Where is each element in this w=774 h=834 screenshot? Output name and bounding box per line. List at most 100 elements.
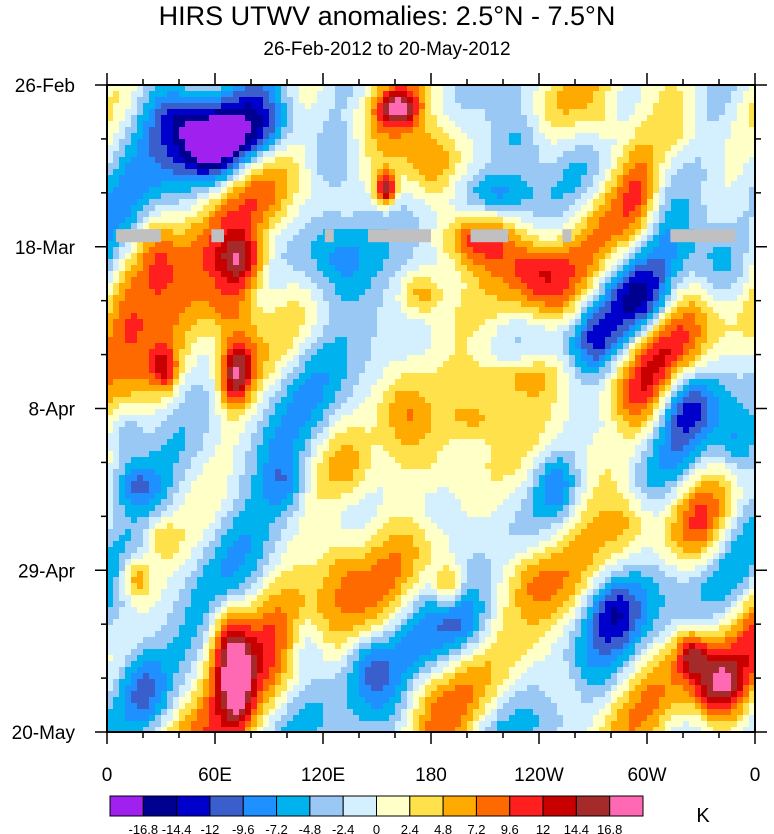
heat-cell	[455, 319, 462, 326]
heat-cell	[311, 301, 318, 308]
heat-cell	[491, 217, 498, 224]
heat-cell	[383, 187, 390, 194]
heat-cell	[617, 331, 624, 338]
heat-cell	[131, 337, 138, 344]
heat-cell	[425, 181, 432, 188]
heat-cell	[419, 97, 426, 104]
heat-cell	[359, 151, 366, 158]
heat-cell	[593, 349, 600, 356]
heat-cell	[185, 355, 192, 362]
heat-cell	[485, 331, 492, 338]
heat-cell	[413, 133, 420, 140]
heat-cell	[227, 277, 234, 284]
heat-cell	[557, 193, 564, 200]
heat-cell	[521, 277, 528, 284]
heat-cell	[341, 109, 348, 116]
heat-cell	[593, 133, 600, 140]
heat-cell	[479, 97, 486, 104]
heat-cell	[197, 199, 204, 206]
heat-cell	[527, 163, 534, 170]
heat-cell	[689, 283, 696, 290]
heat-cell	[305, 223, 312, 230]
heat-cell	[119, 265, 126, 272]
heat-cell	[119, 289, 126, 296]
heat-cell	[743, 259, 750, 266]
heat-cell	[647, 301, 654, 308]
heat-cell	[257, 259, 264, 266]
heat-cell	[305, 121, 312, 128]
heat-cell	[359, 241, 366, 248]
heat-cell	[431, 259, 438, 266]
heat-cell	[611, 169, 618, 176]
heat-cell	[731, 193, 738, 200]
heat-cell	[107, 235, 114, 242]
heat-cell	[497, 157, 504, 164]
heat-cell	[533, 355, 540, 362]
heat-cell	[221, 163, 228, 170]
heat-cell	[635, 181, 642, 188]
heat-cell	[593, 181, 600, 188]
heat-cell	[185, 151, 192, 158]
heat-cell	[653, 127, 660, 134]
heat-cell	[263, 325, 270, 332]
heat-cell	[653, 295, 660, 302]
heat-cell	[551, 277, 558, 284]
heat-cell	[443, 325, 450, 332]
heat-cell	[233, 271, 240, 278]
heat-cell	[191, 157, 198, 164]
heat-cell	[479, 355, 486, 362]
heat-cell	[467, 301, 474, 308]
heat-cell	[419, 127, 426, 134]
heat-cell	[539, 337, 546, 344]
heat-cell	[653, 313, 660, 320]
heat-cell	[419, 331, 426, 338]
heat-cell	[749, 337, 756, 344]
heat-cell	[629, 157, 636, 164]
heat-cell	[503, 85, 510, 92]
heat-cell	[461, 271, 468, 278]
heat-cell	[743, 211, 750, 218]
heat-cell	[257, 307, 264, 314]
heat-cell	[281, 331, 288, 338]
heat-cell	[497, 241, 504, 248]
heat-cell	[323, 175, 330, 182]
heat-cell	[473, 343, 480, 350]
heat-cell	[677, 277, 684, 284]
heat-cell	[305, 265, 312, 272]
heat-cell	[431, 121, 438, 128]
heat-cell	[227, 331, 234, 338]
heat-cell	[227, 163, 234, 170]
heat-cell	[749, 247, 756, 254]
heat-cell	[437, 283, 444, 290]
heat-cell	[443, 283, 450, 290]
heat-cell	[479, 217, 486, 224]
heat-cell	[191, 127, 198, 134]
heat-cell	[239, 205, 246, 212]
heat-cell	[665, 163, 672, 170]
heat-cell	[359, 277, 366, 284]
heat-cell	[719, 157, 726, 164]
heat-cell	[491, 109, 498, 116]
heat-cell	[665, 277, 672, 284]
heat-cell	[317, 127, 324, 134]
heat-cell	[143, 301, 150, 308]
heat-cell	[737, 103, 744, 110]
heat-cell	[413, 331, 420, 338]
heat-cell	[359, 91, 366, 98]
heat-cell	[269, 205, 276, 212]
heat-cell	[395, 277, 402, 284]
heat-cell	[113, 103, 120, 110]
heat-cell	[113, 181, 120, 188]
heat-cell	[557, 169, 564, 176]
heat-cell	[749, 205, 756, 212]
heat-cell	[437, 103, 444, 110]
heat-cell	[725, 283, 732, 290]
heat-cell	[227, 271, 234, 278]
heat-cell	[455, 253, 462, 260]
heat-cell	[419, 295, 426, 302]
heat-cell	[461, 229, 468, 236]
heat-cell	[515, 307, 522, 314]
heat-cell	[335, 307, 342, 314]
heat-cell	[521, 91, 528, 98]
heat-cell	[125, 259, 132, 266]
